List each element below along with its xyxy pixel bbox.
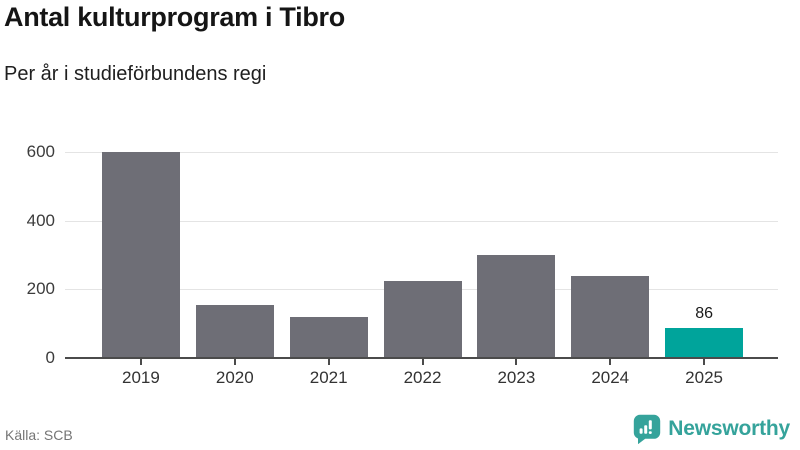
x-tick-slot-2023 xyxy=(469,359,563,365)
x-tick-label-2023: 2023 xyxy=(497,368,536,387)
newsworthy-pin-barchart-icon xyxy=(634,414,661,444)
bar-slot-2019 xyxy=(94,152,188,358)
chart-title: Antal kulturprogram i Tibro xyxy=(4,2,345,32)
x-tick-label-2020: 2020 xyxy=(215,368,254,387)
bar-2019 xyxy=(101,152,180,358)
bar-slot-2023 xyxy=(469,152,563,358)
newsworthy-wordmark: Newsworthy xyxy=(668,417,790,440)
x-tick-label-2022: 2022 xyxy=(403,368,442,387)
bar-2024 xyxy=(571,275,650,358)
x-tick-slot-2019 xyxy=(94,359,188,365)
plot-area: 86 xyxy=(65,152,778,359)
x-tick-label-2021: 2021 xyxy=(309,368,348,387)
x-tick-slot-2025 xyxy=(657,359,751,365)
gridline-600 xyxy=(65,152,778,153)
source-note: Källa: SCB xyxy=(5,427,73,443)
x-tick-mark-2023 xyxy=(515,359,518,365)
x-tick-mark-2020 xyxy=(233,359,236,365)
x-tick-mark-2024 xyxy=(609,359,612,365)
bar-value-label-2025: 86 xyxy=(695,305,713,323)
bar-2021 xyxy=(289,316,368,358)
x-tick-label-2019: 2019 xyxy=(122,368,160,387)
x-tick-slot-2022 xyxy=(376,359,470,365)
x-tick-slot-2021 xyxy=(282,359,376,365)
x-tick-mark-2022 xyxy=(421,359,424,365)
bars-row: 86 xyxy=(94,152,751,358)
bar-2023 xyxy=(477,255,556,358)
bar-2025 xyxy=(665,328,744,358)
bar-slot-2025: 86 xyxy=(657,152,751,358)
y-tick-label-0: 0 xyxy=(45,348,55,367)
bar-slot-2022 xyxy=(376,152,470,358)
bar-slot-2020 xyxy=(188,152,282,358)
x-tick-mark-2019 xyxy=(139,359,142,365)
bar-slot-2021 xyxy=(282,152,376,358)
x-tick-slot-2024 xyxy=(563,359,657,365)
x-tick-mark-2021 xyxy=(327,359,330,365)
bar-2022 xyxy=(383,280,462,358)
x-tick-slot-2020 xyxy=(188,359,282,365)
y-tick-label-600: 600 xyxy=(26,142,55,161)
y-tick-label-400: 400 xyxy=(26,210,55,230)
x-axis-line xyxy=(65,357,778,359)
x-tick-label-2025: 2025 xyxy=(685,368,723,387)
bar-slot-2024 xyxy=(563,152,657,358)
newsworthy-logo: Newsworthy xyxy=(633,414,790,444)
y-tick-label-200: 200 xyxy=(26,279,55,299)
y-axis: 0 200 400 600 xyxy=(0,143,55,367)
chart-subtitle: Per år i studieförbundens regi xyxy=(4,63,267,85)
x-tick-label-2024: 2024 xyxy=(591,368,630,387)
x-axis-ticks xyxy=(94,359,751,365)
x-axis-labels: 2019 2020 2021 2022 2023 2024 2025 xyxy=(94,368,751,388)
bar-2020 xyxy=(195,304,274,358)
gridline-400 xyxy=(65,220,778,222)
x-tick-mark-2025 xyxy=(703,359,706,365)
